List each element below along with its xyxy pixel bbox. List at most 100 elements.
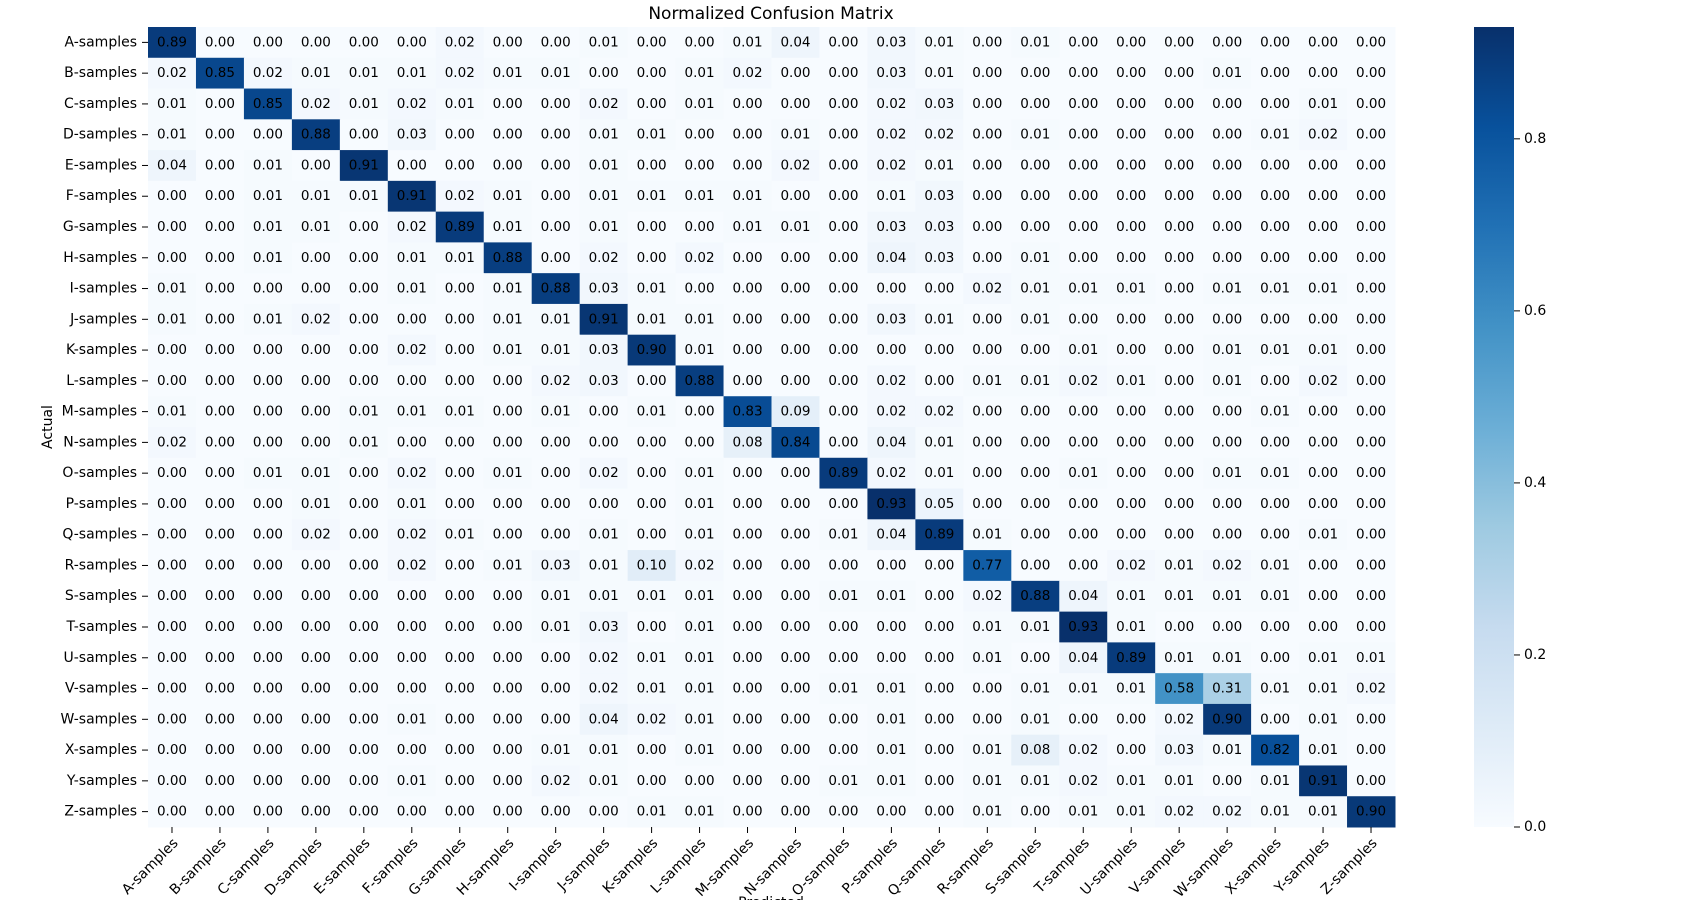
cell-label: 0.00 bbox=[685, 34, 715, 50]
cell-label: 0.02 bbox=[1212, 557, 1242, 573]
cell-label: 0.00 bbox=[205, 342, 235, 358]
cell-label: 0.01 bbox=[1068, 681, 1098, 697]
cell-label: 0.00 bbox=[1356, 342, 1386, 358]
cell-label: 0.01 bbox=[685, 188, 715, 204]
cell-label: 0.00 bbox=[349, 311, 379, 327]
cell-label: 0.00 bbox=[1020, 96, 1050, 112]
heatmap-cell bbox=[867, 88, 916, 120]
cell-label: 0.00 bbox=[157, 557, 187, 573]
cell-label: 0.00 bbox=[1164, 465, 1194, 481]
cell-label: 0.01 bbox=[157, 311, 187, 327]
cell-label: 0.00 bbox=[1356, 434, 1386, 450]
cell-label: 0.01 bbox=[685, 742, 715, 758]
cell-label: 0.00 bbox=[1356, 496, 1386, 512]
heatmap-cell bbox=[1011, 150, 1060, 182]
cell-label: 0.00 bbox=[637, 34, 667, 50]
heatmap-cell bbox=[1059, 334, 1108, 366]
cell-label: 0.00 bbox=[1164, 496, 1194, 512]
heatmap-cell bbox=[435, 765, 485, 797]
heatmap-cell bbox=[771, 796, 820, 828]
cell-label: 0.01 bbox=[1020, 281, 1050, 297]
heatmap-cell bbox=[1347, 488, 1396, 520]
cell-label: 0.00 bbox=[637, 219, 667, 235]
y-tick-label: Y-samples bbox=[66, 773, 137, 789]
cell-label: 0.01 bbox=[1260, 342, 1290, 358]
cell-label: 0.02 bbox=[253, 65, 283, 81]
y-tick-label: G-samples bbox=[63, 219, 137, 235]
heatmap-cell bbox=[627, 334, 677, 366]
heatmap-cell bbox=[1011, 580, 1060, 613]
cell-label: 0.00 bbox=[1260, 34, 1290, 50]
cell-label: 0.00 bbox=[828, 557, 858, 573]
heatmap-cell bbox=[867, 734, 916, 766]
cell-label: 0.01 bbox=[876, 742, 906, 758]
cell-label: 0.01 bbox=[1212, 588, 1242, 604]
heatmap-cell bbox=[819, 119, 868, 151]
cell-label: 0.01 bbox=[157, 281, 187, 297]
y-tick-label: N-samples bbox=[63, 434, 137, 450]
cell-label: 0.01 bbox=[301, 219, 331, 235]
cell-label: 0.01 bbox=[493, 465, 523, 481]
heatmap-cell bbox=[1251, 550, 1300, 582]
heatmap-cell bbox=[675, 457, 725, 490]
heatmap-cell bbox=[1059, 488, 1108, 520]
cell-label: 0.00 bbox=[253, 557, 283, 573]
cell-label: 0.00 bbox=[1164, 434, 1194, 450]
cell-label: 0.00 bbox=[541, 434, 571, 450]
cell-label: 0.00 bbox=[685, 281, 715, 297]
cell-label: 0.00 bbox=[397, 373, 427, 389]
heatmap-cell bbox=[531, 180, 581, 213]
heatmap-cell bbox=[771, 180, 820, 213]
cell-label: 0.01 bbox=[349, 96, 379, 112]
cell-label: 0.01 bbox=[1068, 342, 1098, 358]
cell-label: 0.00 bbox=[301, 619, 331, 635]
heatmap-cell bbox=[819, 550, 868, 582]
x-axis-label: Predicted bbox=[738, 895, 804, 900]
cell-label: 0.00 bbox=[1356, 557, 1386, 573]
heatmap-cell bbox=[579, 150, 629, 182]
heatmap-cell bbox=[483, 119, 533, 151]
heatmap-cell bbox=[531, 765, 581, 797]
cell-label: 0.01 bbox=[685, 619, 715, 635]
cell-label: 0.00 bbox=[397, 681, 427, 697]
heatmap-cell bbox=[1347, 427, 1396, 459]
cell-label: 0.01 bbox=[1308, 527, 1338, 543]
cell-label: 0.00 bbox=[732, 557, 762, 573]
cell-label: 0.00 bbox=[157, 496, 187, 512]
cell-label: 0.01 bbox=[1116, 773, 1146, 789]
heatmap-cell bbox=[867, 365, 916, 397]
heatmap-cell bbox=[339, 488, 389, 520]
heatmap-cell bbox=[819, 765, 868, 797]
heatmap-cell bbox=[1011, 427, 1060, 459]
heatmap-cell bbox=[531, 734, 581, 766]
heatmap-cell bbox=[867, 457, 916, 490]
cell-label: 0.00 bbox=[493, 434, 523, 450]
cell-label: 0.00 bbox=[541, 157, 571, 173]
heatmap-cell bbox=[387, 334, 437, 366]
heatmap-cell bbox=[339, 211, 389, 243]
cell-label: 0.00 bbox=[637, 619, 667, 635]
heatmap-cell bbox=[1155, 519, 1204, 551]
cell-label: 0.00 bbox=[1308, 34, 1338, 50]
cell-label: 0.00 bbox=[1260, 619, 1290, 635]
cell-label: 0.01 bbox=[541, 619, 571, 635]
cell-label: 0.00 bbox=[685, 127, 715, 143]
heatmap-cell bbox=[243, 396, 293, 428]
heatmap-cell bbox=[291, 519, 341, 551]
cell-label: 0.01 bbox=[493, 342, 523, 358]
heatmap-cell bbox=[1251, 396, 1300, 428]
heatmap-cell bbox=[579, 765, 629, 797]
heatmap-cell bbox=[1347, 457, 1396, 490]
cell-label: 0.00 bbox=[732, 96, 762, 112]
heatmap-cell bbox=[148, 703, 197, 736]
heatmap-cell bbox=[723, 734, 772, 766]
cell-label: 0.01 bbox=[924, 157, 954, 173]
cell-label: 0.00 bbox=[157, 742, 187, 758]
heatmap-cell bbox=[1299, 119, 1348, 151]
heatmap-cell bbox=[1251, 150, 1300, 182]
cell-label: 0.10 bbox=[637, 557, 667, 573]
heatmap-cell bbox=[771, 457, 820, 490]
cell-label: 0.00 bbox=[397, 619, 427, 635]
heatmap-cell bbox=[1011, 211, 1060, 243]
heatmap-cell bbox=[339, 611, 389, 643]
